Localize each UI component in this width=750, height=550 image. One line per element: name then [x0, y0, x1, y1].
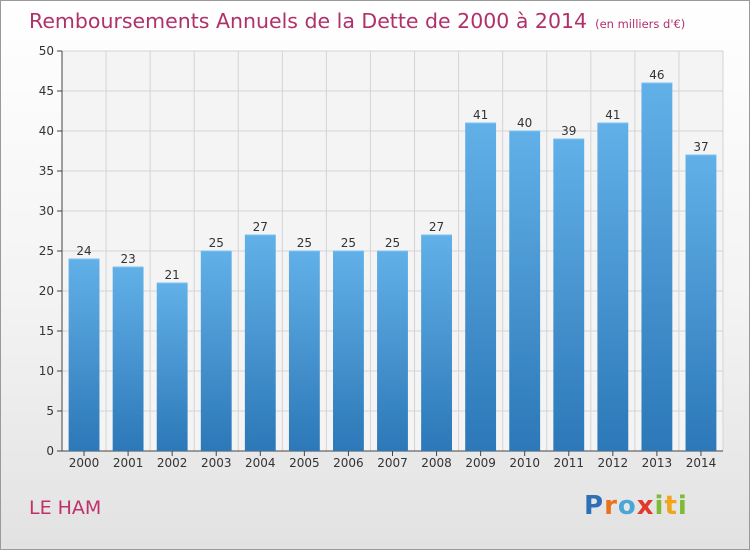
bar — [465, 123, 497, 451]
x-tick-label: 2012 — [598, 456, 629, 470]
bar — [377, 251, 408, 451]
bar-value-label: 25 — [297, 236, 312, 250]
bar — [509, 131, 541, 451]
y-tick-label: 25 — [39, 244, 54, 258]
bar — [68, 259, 100, 451]
x-tick-label: 2013 — [642, 456, 673, 470]
bar — [553, 139, 585, 451]
bar — [685, 155, 717, 451]
x-tick-label: 2010 — [509, 456, 540, 470]
y-tick-label: 15 — [39, 324, 54, 338]
bar — [421, 235, 452, 451]
y-tick-label: 45 — [39, 84, 54, 98]
bar-value-label: 25 — [385, 236, 400, 250]
bar — [112, 267, 144, 451]
x-tick-label: 2002 — [157, 456, 188, 470]
logo-letter: P — [584, 491, 605, 521]
x-tick-label: 2008 — [421, 456, 452, 470]
bar-value-label: 25 — [341, 236, 356, 250]
bar-value-label: 39 — [561, 124, 576, 138]
x-tick-label: 2000 — [69, 456, 100, 470]
title-text: Remboursements Annuels de la Dette de 20… — [29, 9, 588, 33]
y-tick-label: 35 — [39, 164, 54, 178]
logo-letter: o — [617, 491, 637, 521]
x-tick-label: 2005 — [289, 456, 320, 470]
x-tick-label: 2009 — [465, 456, 496, 470]
logo-letter: i — [677, 491, 688, 521]
x-tick-label: 2014 — [686, 456, 717, 470]
bar-value-label: 40 — [517, 116, 532, 130]
bar-value-label: 41 — [473, 108, 488, 122]
commune-name: LE HAM — [29, 497, 102, 519]
bar — [641, 83, 673, 451]
y-tick-label: 50 — [39, 44, 54, 58]
bar-value-label: 27 — [253, 220, 268, 234]
y-tick-label: 40 — [39, 124, 54, 138]
y-tick-label: 20 — [39, 284, 54, 298]
x-tick-label: 2004 — [245, 456, 276, 470]
bar-value-label: 46 — [649, 68, 664, 82]
y-tick-label: 5 — [46, 404, 54, 418]
y-tick-label: 30 — [39, 204, 54, 218]
logo-letter: x — [636, 491, 655, 521]
title-unit: (en milliers d'€) — [595, 17, 686, 31]
bar — [200, 251, 232, 451]
bar — [288, 251, 320, 451]
bar — [333, 251, 364, 451]
x-tick-label: 2011 — [553, 456, 584, 470]
y-tick-label: 0 — [46, 444, 54, 458]
bar-value-label: 37 — [693, 140, 708, 154]
logo-letter: r — [604, 491, 618, 521]
x-tick-label: 2006 — [333, 456, 364, 470]
proxiti-logo[interactable]: Proxiti — [584, 491, 688, 521]
bar-value-label: 24 — [76, 244, 91, 258]
x-tick-label: 2007 — [377, 456, 408, 470]
bar — [156, 283, 188, 451]
y-tick-label: 10 — [39, 364, 54, 378]
chart-title: Remboursements Annuels de la Dette de 20… — [29, 9, 685, 33]
bar-value-label: 23 — [120, 252, 135, 266]
bar-value-label: 27 — [429, 220, 444, 234]
bar-value-label: 21 — [165, 268, 180, 282]
bar-value-label: 41 — [605, 108, 620, 122]
logo-letter: t — [664, 491, 678, 521]
bar — [244, 235, 276, 451]
logo-letter: i — [654, 491, 665, 521]
x-tick-label: 2003 — [201, 456, 232, 470]
x-tick-label: 2001 — [113, 456, 144, 470]
bar — [597, 123, 629, 451]
bar-value-label: 25 — [209, 236, 224, 250]
